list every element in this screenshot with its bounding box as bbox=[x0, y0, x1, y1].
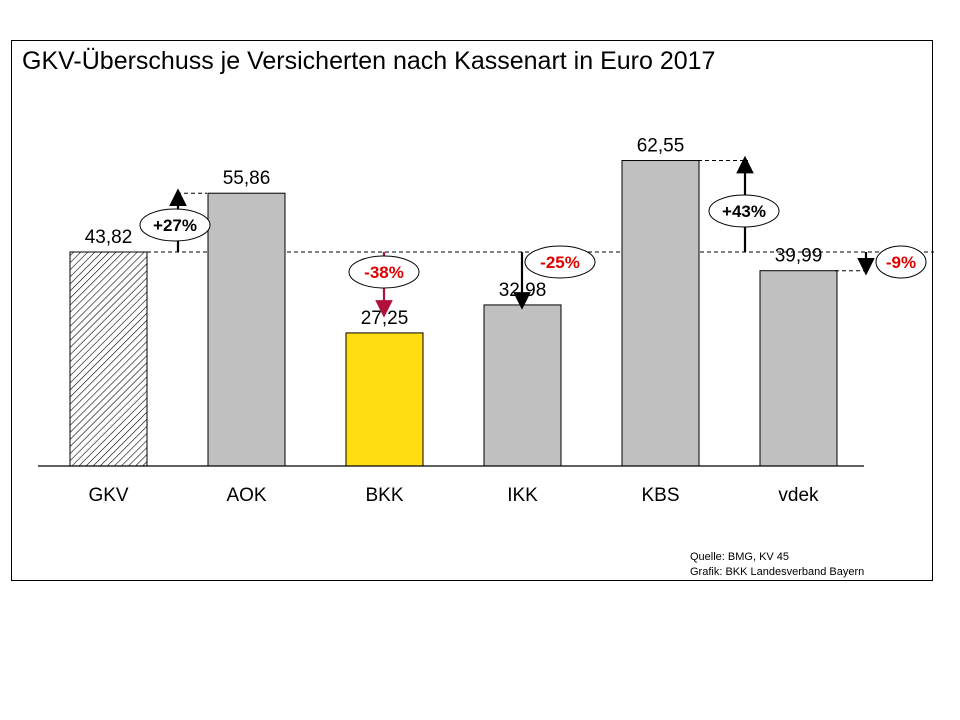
deviation-badge bbox=[875, 245, 927, 279]
graphic-credit: Grafik: BKK Landesverband Bayern bbox=[690, 566, 865, 578]
data-label: 55,86 bbox=[223, 168, 271, 189]
data-label: 27,25 bbox=[361, 308, 409, 329]
deviation-badge bbox=[524, 245, 596, 279]
deviation-label: +27% bbox=[153, 216, 197, 235]
bar-vdek bbox=[759, 270, 838, 467]
deviation-label: +43% bbox=[722, 202, 766, 221]
category-label: IKK bbox=[507, 485, 538, 506]
bar-BKK bbox=[345, 332, 424, 467]
bar-KBS bbox=[621, 160, 700, 467]
deviation-label: -38% bbox=[364, 263, 404, 282]
source-note: Quelle: BMG, KV 45 Grafik: BKK Landesver… bbox=[690, 550, 864, 580]
category-label: BKK bbox=[365, 485, 403, 506]
chart-frame bbox=[11, 40, 933, 581]
deviation-label: -9% bbox=[886, 253, 916, 272]
category-label: GKV bbox=[88, 485, 128, 506]
chart-title: GKV-Überschuss je Versicherten nach Kass… bbox=[22, 47, 716, 75]
data-label: 43,82 bbox=[85, 227, 133, 248]
data-label: 62,55 bbox=[637, 136, 685, 157]
data-label: 39,99 bbox=[775, 246, 823, 267]
deviation-badge bbox=[139, 208, 211, 242]
bar-AOK bbox=[207, 192, 286, 467]
bar-GKV bbox=[69, 251, 148, 467]
category-label: AOK bbox=[226, 485, 266, 506]
deviation-badge bbox=[348, 255, 420, 289]
category-label: vdek bbox=[778, 485, 819, 506]
deviation-label: -25% bbox=[540, 253, 580, 272]
deviation-badge bbox=[708, 194, 780, 228]
category-label: KBS bbox=[641, 485, 679, 506]
bar-IKK bbox=[483, 304, 562, 467]
source-line: Quelle: BMG, KV 45 bbox=[690, 551, 790, 563]
